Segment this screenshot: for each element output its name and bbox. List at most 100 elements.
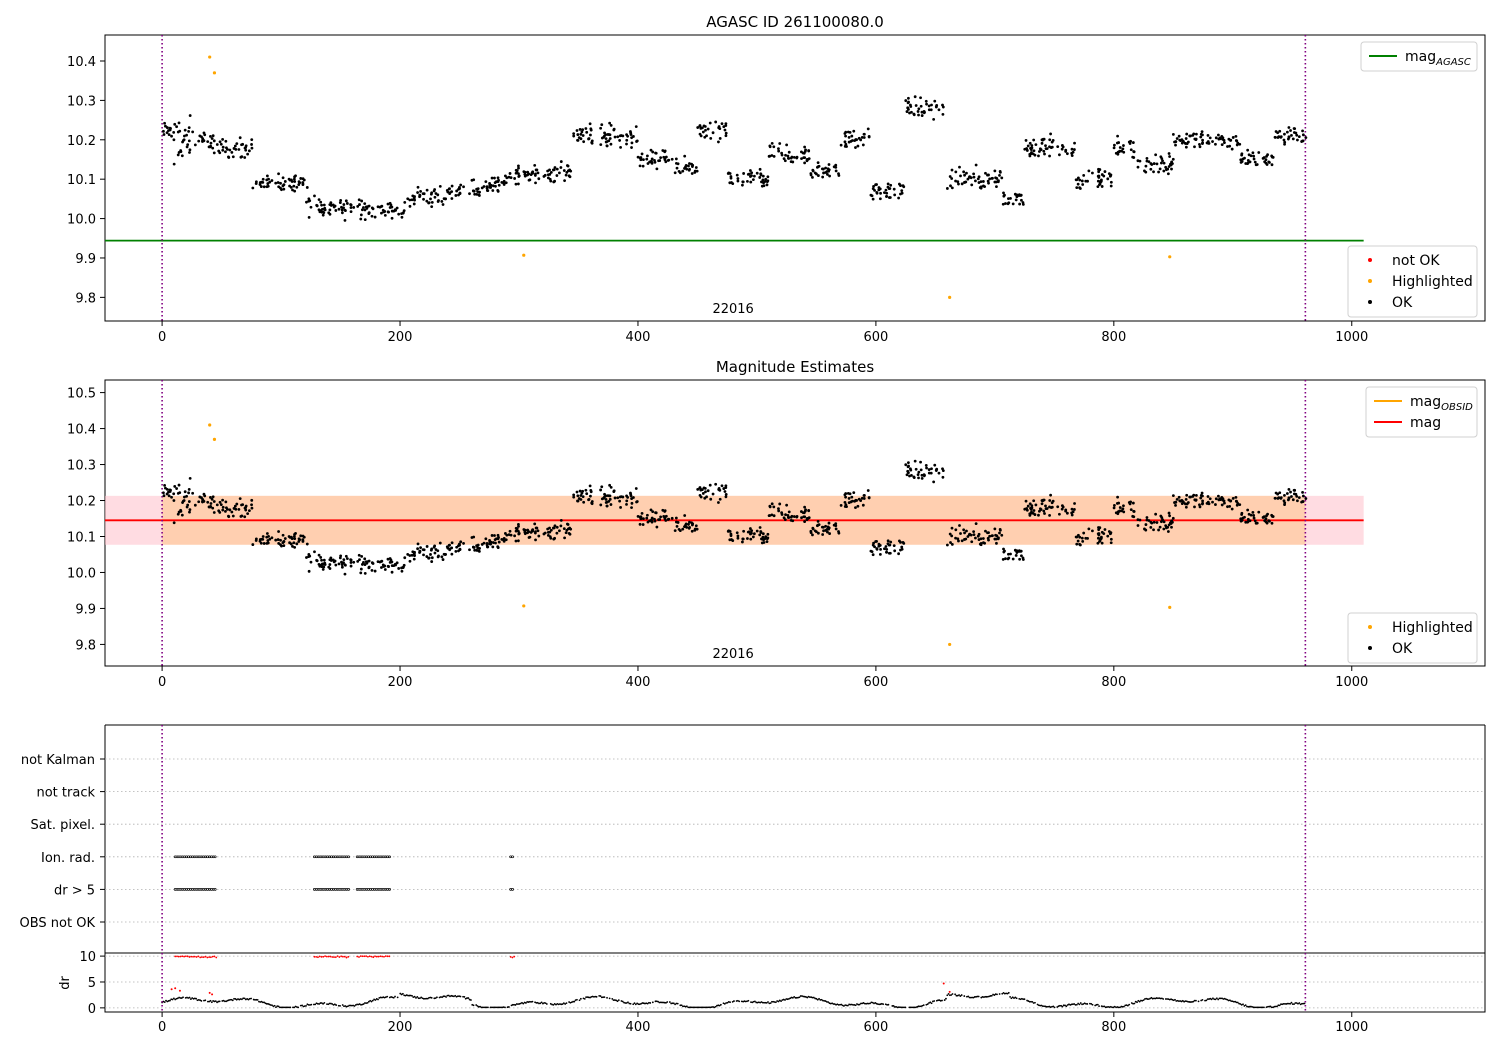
ok-point — [227, 514, 230, 518]
ok-point — [927, 471, 931, 475]
dr-point — [697, 1006, 700, 1009]
ok-point — [575, 129, 579, 132]
ok-point — [211, 495, 215, 499]
dr-point — [1157, 997, 1159, 1000]
dr-point — [1290, 1001, 1293, 1004]
flag-point — [388, 855, 391, 859]
ok-point — [328, 212, 332, 216]
y-tick-label: 9.9 — [75, 252, 96, 267]
dr-point — [441, 996, 444, 999]
dr-not-ok-point — [942, 982, 945, 985]
ok-point — [340, 560, 343, 564]
ok-point — [777, 509, 781, 513]
ok-point — [1039, 508, 1043, 511]
ok-point — [1167, 165, 1171, 168]
ok-point — [1171, 516, 1175, 520]
dr-point — [327, 1003, 330, 1006]
dr-point — [1128, 1003, 1131, 1006]
ok-point — [645, 157, 649, 161]
dr-point — [1034, 1001, 1036, 1004]
ok-point — [553, 166, 557, 169]
ok-point — [513, 534, 517, 538]
ok-point — [993, 169, 997, 173]
ok-point — [265, 541, 269, 545]
ok-point — [1271, 515, 1275, 518]
dr-point — [256, 999, 259, 1001]
ok-point — [997, 179, 1000, 182]
ok-point — [1175, 137, 1179, 140]
ok-point — [496, 176, 500, 180]
ok-point — [828, 532, 831, 535]
ok-point — [408, 204, 412, 208]
ok-point — [282, 187, 286, 191]
ok-point — [400, 215, 404, 219]
dr-point — [714, 1005, 717, 1008]
ok-point — [566, 164, 570, 168]
ok-point — [172, 162, 176, 166]
ok-point — [430, 205, 434, 209]
ok-point — [886, 542, 890, 546]
x-tick-label: 600 — [863, 675, 888, 690]
ok-point — [972, 530, 976, 534]
ok-point — [724, 124, 728, 128]
dr-point — [1091, 1003, 1094, 1006]
ok-point — [1051, 499, 1055, 503]
ok-point — [357, 553, 361, 557]
ok-point — [1287, 487, 1291, 491]
ok-point — [905, 110, 909, 113]
dr-point — [917, 1005, 920, 1008]
ok-point — [484, 180, 488, 184]
dr-point — [811, 996, 814, 999]
dr-point — [1146, 998, 1149, 1000]
ok-point — [317, 562, 321, 566]
ok-point — [1221, 137, 1225, 141]
ok-point — [322, 565, 326, 569]
ok-point — [718, 488, 722, 492]
dr-point — [229, 998, 232, 1001]
ok-point — [477, 194, 481, 197]
ok-point — [1251, 151, 1255, 155]
ok-point — [685, 167, 689, 171]
ok-point — [1028, 513, 1032, 517]
ok-point — [663, 149, 667, 153]
ok-point — [1184, 505, 1188, 509]
ok-point — [1301, 139, 1305, 143]
dr-point — [374, 999, 377, 1001]
ok-point — [827, 521, 831, 525]
ok-point — [517, 522, 520, 526]
ok-point — [761, 174, 765, 178]
ok-point — [259, 541, 263, 545]
ok-point — [789, 519, 793, 522]
ok-point — [957, 539, 960, 543]
ok-point — [684, 522, 688, 526]
ok-point — [803, 161, 807, 165]
dr-point — [301, 1004, 304, 1007]
ok-point — [381, 563, 385, 567]
ok-point — [397, 567, 401, 570]
ok-point — [254, 180, 258, 184]
ok-point — [1120, 509, 1123, 513]
ok-point — [185, 145, 189, 149]
ok-point — [929, 471, 933, 475]
ok-point — [280, 544, 283, 548]
dr-point — [1090, 1002, 1093, 1005]
ok-point — [696, 487, 700, 491]
dr-point — [286, 1006, 289, 1009]
ok-point — [589, 133, 592, 137]
ok-point — [555, 174, 559, 177]
ok-point — [724, 134, 728, 138]
dr-point — [1138, 1000, 1141, 1003]
ok-point — [1038, 150, 1041, 153]
ok-point — [360, 208, 364, 212]
ok-point — [288, 184, 291, 188]
ok-point — [221, 505, 225, 509]
ok-point — [359, 567, 363, 571]
ok-point — [650, 519, 654, 523]
ok-point — [468, 548, 471, 552]
ok-point — [265, 174, 269, 178]
ok-point — [419, 546, 422, 550]
ok-point — [244, 506, 248, 509]
y-tick-label: 9.8 — [75, 638, 96, 653]
ok-point — [870, 194, 874, 198]
ok-point — [683, 514, 687, 517]
